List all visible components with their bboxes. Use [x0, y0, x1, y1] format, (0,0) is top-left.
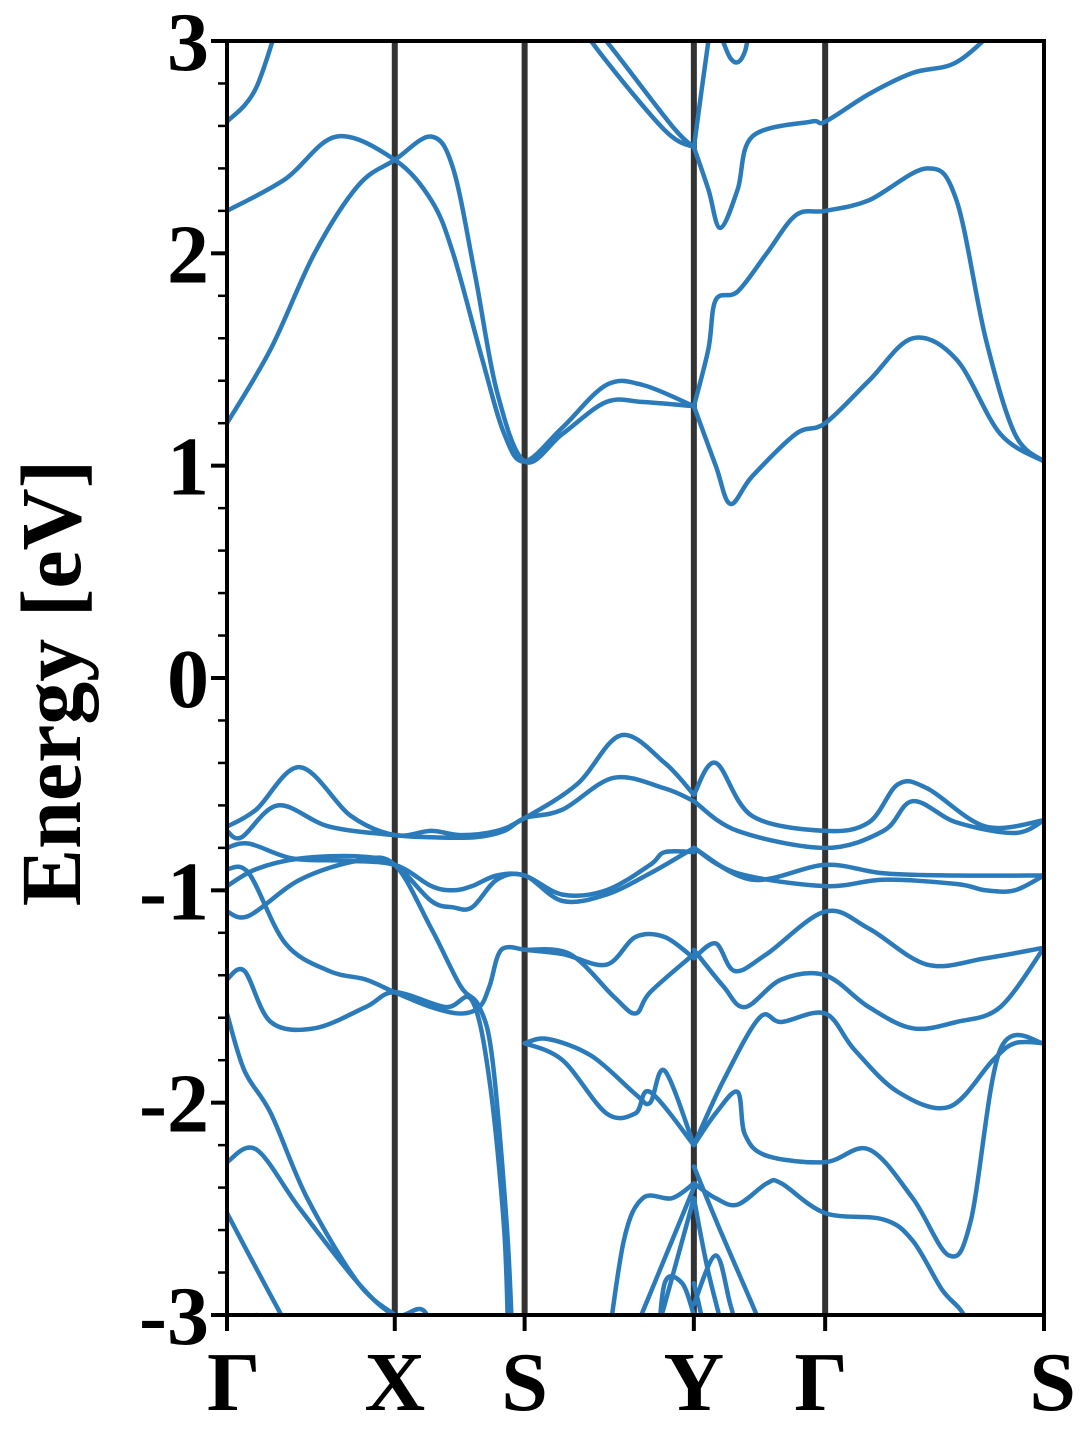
high-symmetry-lines [391, 41, 829, 1315]
band-lines [227, 41, 1044, 1315]
band-line-41 [691, 1280, 704, 1315]
band-line-4 [227, 1011, 398, 1315]
band-line-37 [691, 1032, 1044, 1259]
x-tick-label: Γ [794, 1336, 847, 1429]
band-line-34 [691, 908, 1044, 974]
band-line-10 [227, 774, 697, 841]
band-line-43 [691, 1253, 736, 1315]
band-line-22 [227, 41, 275, 124]
band-line-13 [522, 946, 697, 1016]
band-line-26 [691, 166, 1044, 464]
band-line-2 [227, 1210, 284, 1315]
x-tick-label: S [501, 1336, 548, 1429]
band-line-39 [691, 1164, 760, 1315]
band-line-40 [691, 1195, 722, 1315]
band-line-16 [609, 1181, 697, 1315]
band-line-15 [522, 1040, 697, 1148]
band-line-33 [691, 845, 1044, 894]
band-line-35 [691, 945, 1044, 1032]
band-line-17 [638, 1185, 697, 1315]
band-line-11 [227, 732, 697, 838]
band-line-9 [227, 845, 697, 912]
band-line-21 [603, 41, 697, 150]
band-line-20 [588, 41, 697, 150]
y-tick-label: -2 [139, 1058, 209, 1151]
x-tick-label: Γ [207, 1336, 260, 1429]
band-line-31 [691, 798, 1044, 851]
band-line-12 [522, 931, 697, 968]
band-line-6 [227, 855, 514, 1315]
band-line-27 [691, 41, 987, 231]
y-tick-label: 1 [167, 421, 209, 514]
band-line-7 [227, 864, 527, 1016]
plot-frame [225, 39, 1046, 1317]
x-tick-label: S [1029, 1336, 1076, 1429]
band-line-29 [720, 41, 750, 65]
y-axis-label: Energy [eV] [3, 460, 99, 907]
y-tick-label: -3 [139, 1270, 209, 1363]
band-line-32 [691, 845, 1044, 883]
y-axis-ticks: 3 2 1 0 -1 -2 -3 [139, 0, 227, 1363]
band-line-25 [691, 335, 1044, 507]
band-line-30 [691, 760, 1044, 834]
y-tick-label: -1 [139, 845, 209, 938]
y-tick-label: 3 [167, 0, 209, 89]
band-line-3 [227, 1145, 430, 1315]
y-tick-label: 2 [167, 208, 209, 301]
band-line-19 [658, 1274, 697, 1315]
y-tick-label: 0 [167, 633, 209, 726]
x-tick-label: X [364, 1336, 425, 1429]
band-line-38 [691, 1177, 967, 1315]
band-line-5 [227, 966, 510, 1315]
x-tick-label: Y [664, 1336, 725, 1429]
band-line-23 [227, 133, 697, 464]
band-line-28 [691, 41, 711, 150]
band-line-14 [522, 1036, 697, 1148]
band-line-24 [227, 134, 697, 465]
